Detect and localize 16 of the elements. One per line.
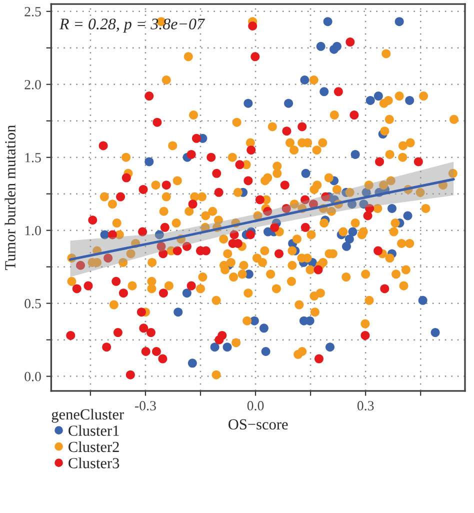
- x-tick-label: -0.3: [134, 401, 156, 410]
- annotation: R = 0.28, p = 3.8e−07: [59, 18, 206, 33]
- legend-label: Cluster3: [68, 458, 120, 468]
- x-tick-label: 0.0: [247, 401, 264, 410]
- legend-title: geneCluster: [52, 408, 124, 423]
- y-tick-label: 0.0: [24, 372, 41, 382]
- y-tick-label: 2.0: [24, 80, 41, 90]
- y-axis-title: Tumor burden mutation: [4, 125, 16, 270]
- y-tick-label: 1.5: [25, 153, 41, 162]
- x-tick-label: 0.3: [357, 401, 374, 410]
- legend-label: Cluster2: [68, 441, 119, 452]
- y-tick-label: 1.0: [25, 226, 41, 236]
- y-tick-label: 0.5: [24, 298, 41, 308]
- legend-label: Cluster1: [68, 425, 119, 436]
- y-tick-label: 2.5: [24, 7, 41, 16]
- x-axis-title: OS−score: [228, 419, 288, 430]
